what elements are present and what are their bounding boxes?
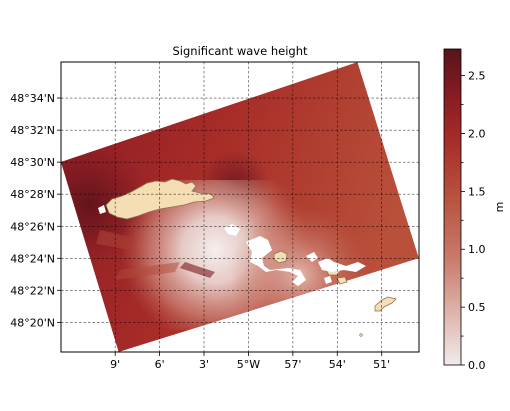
colorbar: 0.0 0.5 1.0 1.5 2.0 2.5 m xyxy=(443,48,506,372)
colorbar-frame xyxy=(443,48,462,366)
chart-title: Significant wave height xyxy=(173,44,308,58)
x-tick-label: 9' xyxy=(110,358,120,371)
colorbar-tick-label: 0.5 xyxy=(468,301,486,314)
y-tick-label: 48°26'N xyxy=(10,220,55,233)
y-tick-label: 48°32'N xyxy=(10,124,55,137)
x-tick-label: 3' xyxy=(199,358,209,371)
colorbar-tick-label: 1.5 xyxy=(468,185,486,198)
y-tick-label: 48°34'N xyxy=(10,92,55,105)
x-tick-label: 54' xyxy=(329,358,346,371)
axes-frame xyxy=(60,61,420,353)
x-tick-label: 6' xyxy=(155,358,165,371)
wave-height-field xyxy=(61,62,419,352)
y-tick-label: 48°24'N xyxy=(10,252,55,265)
colorbar-tick-label: 1.0 xyxy=(468,243,486,256)
y-tick-label: 48°22'N xyxy=(10,284,55,297)
colorbar-tick-label: 2.5 xyxy=(468,70,486,83)
island-ushant xyxy=(105,178,215,220)
islet-2 xyxy=(336,276,348,285)
grid xyxy=(61,62,419,352)
islet-4 xyxy=(359,333,363,337)
y-tick-label: 48°30'N xyxy=(10,156,55,169)
x-tick-label: 57' xyxy=(284,358,301,371)
x-tick-label: 5°W xyxy=(237,358,260,371)
islet-3 xyxy=(374,296,397,312)
no-data-patches xyxy=(98,205,366,286)
y-axis: 48°34'N 48°32'N 48°30'N 48°28'N 48°26'N 48°24… xyxy=(10,92,61,329)
land-masses xyxy=(105,178,397,337)
colorbar-tick-label: 0.0 xyxy=(468,359,486,372)
island-east xyxy=(273,250,288,264)
y-tick-label: 48°28'N xyxy=(10,188,55,201)
colorbar-gradient xyxy=(444,49,461,365)
y-tick-label: 48°20'N xyxy=(10,316,55,329)
colorbar-tick-label: 2.0 xyxy=(468,127,486,140)
x-axis: 9' 6' 3' 5°W 57' 54' 51' xyxy=(110,352,390,371)
x-tick-label: 51' xyxy=(373,358,390,371)
plot-area xyxy=(61,62,419,352)
colorbar-label: m xyxy=(493,202,506,213)
